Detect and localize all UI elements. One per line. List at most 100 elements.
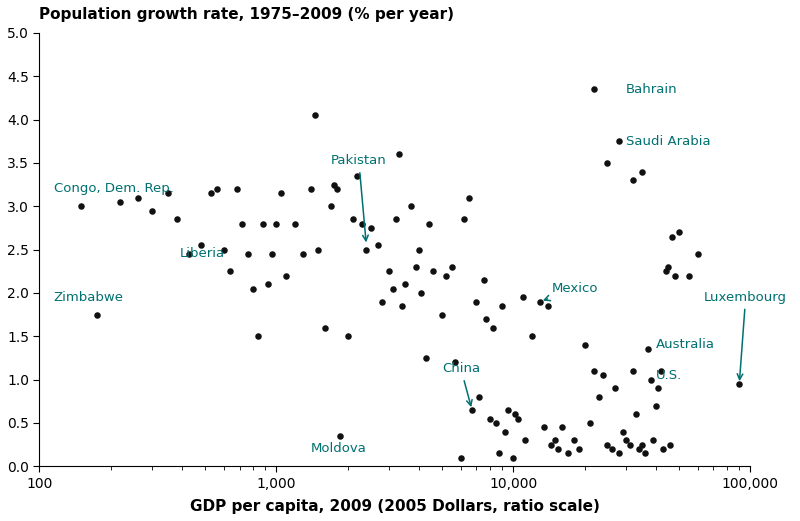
Point: [583, 419, 596, 427]
Point: [650, 402, 662, 410]
Point: [383, 267, 396, 276]
Point: [224, 267, 237, 276]
Point: [512, 415, 525, 423]
Point: [90, 311, 103, 319]
Point: [74, 202, 87, 210]
Point: [410, 263, 422, 271]
Point: [449, 358, 462, 366]
Point: [466, 406, 478, 414]
Point: [330, 185, 343, 193]
Point: [517, 293, 530, 302]
Point: [266, 250, 278, 258]
Point: [496, 302, 509, 310]
Text: Saudi Arabia: Saudi Arabia: [626, 135, 711, 147]
Point: [446, 263, 458, 271]
Point: [355, 219, 368, 228]
Point: [638, 449, 651, 457]
Point: [636, 167, 649, 176]
Text: Liberia: Liberia: [179, 247, 225, 260]
Point: [613, 449, 626, 457]
Point: [427, 267, 440, 276]
Point: [609, 384, 622, 392]
Point: [633, 445, 646, 453]
Point: [439, 271, 452, 280]
Point: [114, 197, 127, 206]
Point: [311, 245, 324, 254]
Point: [308, 111, 321, 119]
Point: [664, 440, 677, 449]
Point: [473, 393, 486, 401]
Point: [652, 384, 665, 392]
Point: [644, 376, 657, 384]
Point: [588, 367, 601, 375]
Text: Moldova: Moldova: [311, 442, 366, 455]
Point: [275, 189, 288, 197]
Point: [542, 302, 554, 310]
Point: [578, 341, 591, 349]
Point: [396, 302, 409, 310]
Point: [386, 284, 399, 293]
Text: Australia: Australia: [656, 339, 715, 352]
Point: [691, 250, 704, 258]
Point: [360, 245, 373, 254]
Point: [623, 440, 636, 449]
Point: [733, 380, 746, 388]
Point: [484, 415, 497, 423]
Point: [659, 267, 672, 276]
Point: [393, 150, 406, 158]
Point: [346, 215, 359, 224]
Text: Luxembourg: Luxembourg: [704, 291, 787, 379]
Point: [218, 245, 230, 254]
Point: [297, 250, 310, 258]
Point: [588, 85, 601, 93]
Point: [616, 427, 629, 436]
Point: [131, 193, 144, 202]
Point: [422, 219, 435, 228]
Point: [502, 406, 514, 414]
Point: [477, 276, 490, 284]
Point: [662, 263, 674, 271]
Point: [372, 241, 385, 250]
Point: [325, 202, 338, 210]
X-axis label: GDP per capita, 2009 (2005 Dollars, ratio scale): GDP per capita, 2009 (2005 Dollars, rati…: [190, 499, 600, 514]
Point: [518, 436, 531, 444]
Point: [454, 453, 467, 462]
Point: [289, 219, 302, 228]
Point: [236, 219, 249, 228]
Point: [205, 189, 218, 197]
Point: [549, 436, 562, 444]
Point: [210, 185, 223, 193]
Point: [480, 315, 493, 323]
Point: [613, 137, 626, 145]
Point: [183, 250, 196, 258]
Point: [333, 432, 346, 440]
Point: [420, 354, 433, 362]
Text: Population growth rate, 1975–2009 (% per year): Population growth rate, 1975–2009 (% per…: [39, 7, 454, 22]
Point: [506, 453, 519, 462]
Point: [257, 219, 270, 228]
Point: [270, 219, 282, 228]
Point: [552, 445, 565, 453]
Point: [162, 189, 174, 197]
Point: [262, 280, 274, 289]
Point: [252, 332, 265, 340]
Point: [486, 324, 499, 332]
Point: [458, 215, 470, 224]
Point: [657, 445, 670, 453]
Point: [318, 324, 331, 332]
Point: [567, 436, 580, 444]
Point: [398, 280, 411, 289]
Point: [555, 423, 568, 431]
Point: [230, 185, 243, 193]
Text: Congo, Dem. Rep.: Congo, Dem. Rep.: [54, 182, 174, 195]
Point: [682, 271, 695, 280]
Point: [435, 311, 448, 319]
Point: [605, 445, 618, 453]
Point: [562, 449, 574, 457]
Text: China: China: [442, 362, 480, 406]
Point: [405, 202, 418, 210]
Point: [462, 193, 475, 202]
Text: U.S.: U.S.: [656, 369, 682, 382]
Point: [601, 440, 614, 449]
Point: [666, 232, 679, 241]
